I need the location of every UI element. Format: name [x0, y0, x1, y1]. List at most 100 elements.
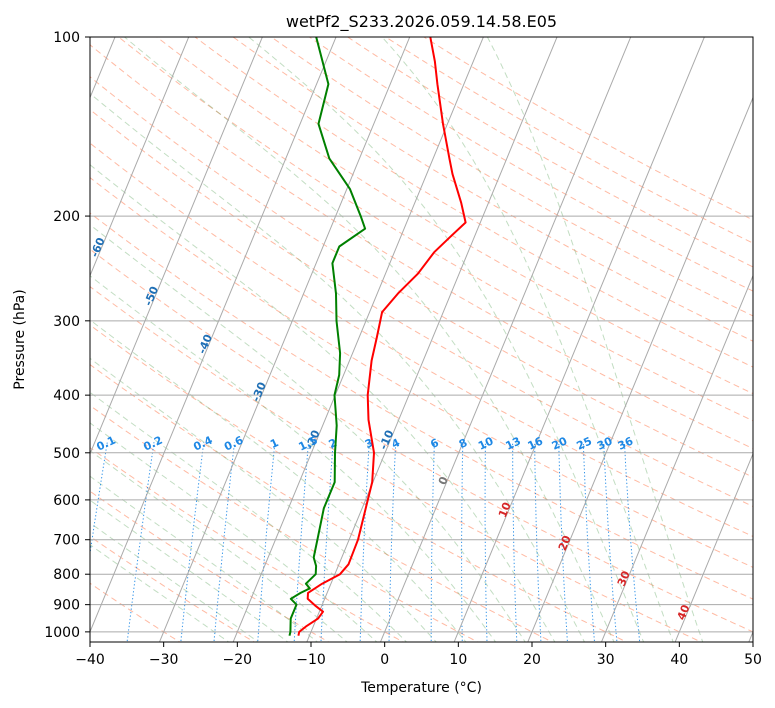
- mixing-ratio-label: 36: [616, 434, 636, 452]
- isotherm: [748, 630, 753, 642]
- dry-adiabat: [90, 324, 628, 642]
- moist-adiabat: [124, 37, 615, 642]
- mixing-ratio-label: 13: [503, 435, 522, 453]
- y-tick-label: 500: [53, 446, 80, 462]
- mixing-ratio-line: [582, 442, 596, 642]
- moist-adiabat: [90, 92, 586, 642]
- isotherm: [306, 37, 558, 642]
- y-tick-label: 600: [53, 493, 80, 509]
- dry-adiabat: [270, 37, 753, 317]
- moist-adiabat: [90, 475, 319, 642]
- isotherm: [527, 96, 753, 642]
- mixing-ratio-label: 1: [268, 436, 280, 451]
- profiles: [288, 37, 467, 636]
- isotherm-label: -80: [0, 137, 1, 161]
- x-tick-label: −40: [75, 652, 105, 668]
- temperature-profile: [297, 37, 467, 636]
- mixing-ratio-label: 25: [575, 434, 594, 452]
- moist-adiabat: [90, 224, 526, 642]
- dry-adiabat: [117, 37, 753, 422]
- x-tick-label: −10: [296, 652, 326, 668]
- isotherm: [453, 37, 705, 642]
- y-axis-label: Pressure (hPa): [12, 289, 28, 389]
- dry-adiabat: [90, 108, 753, 507]
- plot-area: -100-90-80-70-60-50-40-30-20-10010203040…: [0, 37, 753, 642]
- dry-adiabat: [308, 37, 753, 292]
- plot-frame: [89, 36, 754, 643]
- isotherm: [379, 37, 632, 642]
- mixing-ratio-label: 30: [595, 434, 615, 452]
- moist-adiabat: [90, 319, 467, 642]
- x-tick-label: −30: [149, 652, 179, 668]
- moist-adiabat: [381, 37, 674, 642]
- dry-adiabat: [232, 37, 753, 342]
- dry-adiabat: [155, 37, 753, 395]
- mixing-ratio-label: 4: [390, 436, 403, 451]
- isotherm: [674, 452, 753, 642]
- mixing-ratio-line: [534, 442, 542, 642]
- isotherm: [600, 274, 753, 642]
- dewpoint-profile: [288, 37, 367, 636]
- moist-adiabat: [90, 164, 556, 642]
- x-tick-label: 0: [380, 652, 389, 668]
- dry-adiabat: [90, 44, 753, 450]
- mixing-ratio-line: [90, 442, 108, 557]
- y-tick-label: 300: [53, 314, 80, 330]
- moist-adiabat: [90, 499, 289, 642]
- dry-adiabat: [90, 286, 703, 642]
- dry-adiabat: [194, 37, 753, 368]
- mixing-ratio-label: 10: [476, 434, 496, 452]
- isotherm: [158, 37, 411, 642]
- x-axis-label: Temperature (°C): [360, 680, 482, 696]
- mixing-ratio-line: [623, 442, 641, 642]
- moist-adiabat: [90, 422, 378, 642]
- x-tick-label: 40: [670, 652, 688, 668]
- isotherm-label: -70: [35, 187, 55, 211]
- chart-title: wetPf2_S233.2026.059.14.58.E05: [286, 12, 557, 32]
- mixing-ratio-line: [512, 442, 518, 642]
- moist-adiabat: [248, 37, 645, 642]
- dry-adiabat: [346, 37, 753, 268]
- mixing-ratio-label: 0.1: [95, 434, 118, 454]
- y-tick-label: 800: [53, 567, 80, 583]
- dry-adiabat: [90, 490, 330, 642]
- dry-adiabat: [90, 248, 753, 633]
- mixing-ratio-line: [603, 442, 618, 642]
- dry-adiabat: [90, 535, 256, 642]
- mixing-ratio-label: 6: [428, 436, 441, 451]
- axes: −40 −30 −20 −10 0 10 20 30 40 5010020030040050060…: [44, 30, 762, 668]
- mixing-ratio-line: [257, 442, 276, 642]
- isotherm-label: 40: [675, 603, 693, 622]
- mixing-ratio-line: [359, 442, 370, 642]
- isotherm: [90, 37, 263, 456]
- mixing-ratio-label: 20: [550, 434, 570, 452]
- isotherm-label: 10: [496, 500, 514, 519]
- x-tick-label: −20: [223, 652, 253, 668]
- mixing-ratio-label: 0.2: [141, 434, 164, 454]
- y-tick-label: 900: [53, 598, 80, 614]
- y-tick-label: 700: [53, 533, 80, 549]
- moist-adiabat: [90, 357, 437, 642]
- dry-adiabat: [90, 142, 753, 538]
- moist-adiabat: [90, 450, 348, 642]
- mixing-ratio-label: 2: [327, 436, 339, 451]
- moist-adiabat: [90, 544, 230, 642]
- y-tick-label: 400: [53, 388, 80, 404]
- x-tick-label: 10: [449, 652, 467, 668]
- mixing-ratio-line: [558, 442, 568, 642]
- dry-adiabat: [90, 363, 554, 642]
- mixing-ratio-line: [180, 442, 205, 642]
- moist-adiabat: [90, 522, 260, 642]
- background-lines: [90, 37, 753, 642]
- x-tick-label: 30: [597, 652, 615, 668]
- x-tick-label: 20: [523, 652, 541, 668]
- isotherm-label: 30: [615, 569, 633, 588]
- mixing-ratio-label: 8: [457, 436, 469, 451]
- dry-adiabat: [90, 76, 753, 478]
- mixing-ratio-line: [484, 442, 488, 642]
- dry-adiabat: [90, 176, 753, 568]
- isotherm: [90, 37, 337, 634]
- y-tick-label: 100: [53, 30, 80, 46]
- dry-adiabat: [90, 212, 753, 600]
